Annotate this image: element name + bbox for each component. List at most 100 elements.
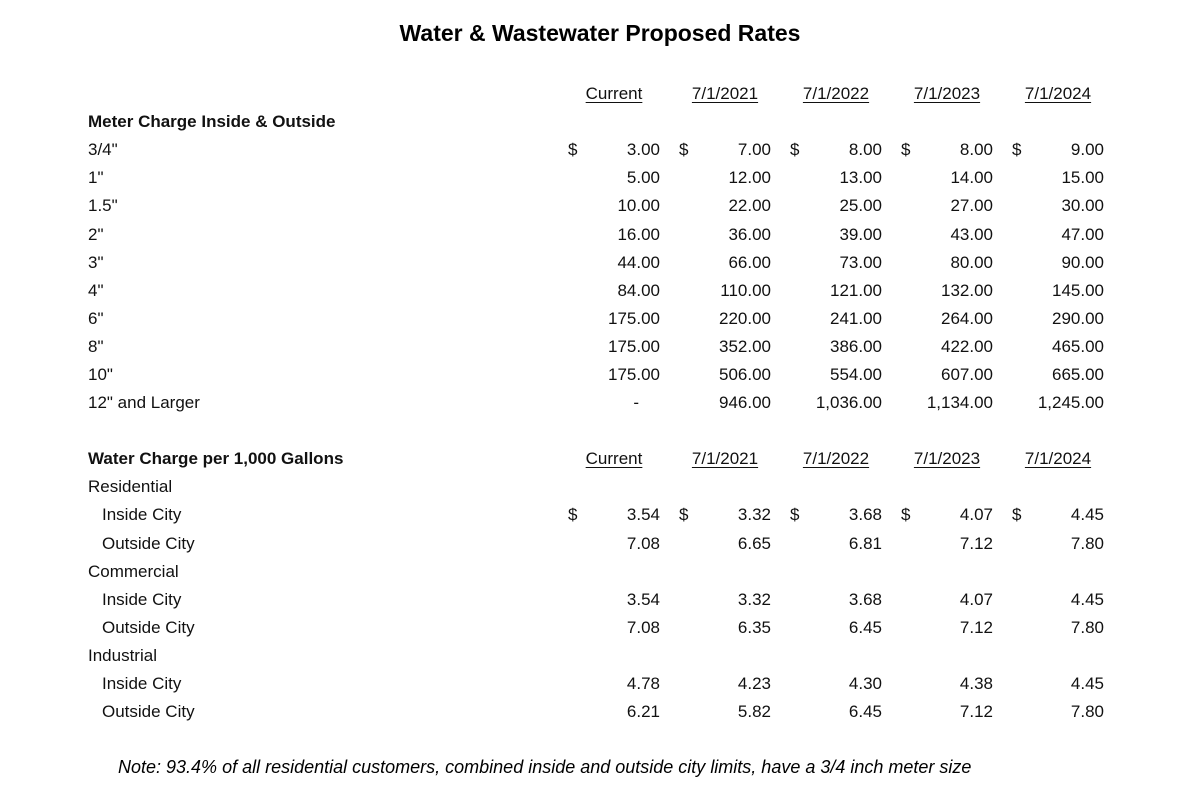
column-header-cell: 7/1/2021	[679, 449, 790, 469]
table-row: Inside City 4.78 4.23 4.30 4.38 4.45	[88, 670, 1123, 698]
value-cell: $4.07	[901, 505, 1012, 525]
value-cell: $4.45	[1012, 505, 1123, 525]
cell-value: 4.78	[626, 674, 660, 694]
cell-value: 73.00	[839, 252, 882, 272]
cell-value: 8.00	[848, 140, 882, 160]
column-header-cell: 7/1/2022	[790, 84, 901, 104]
value-cell: 241.00	[790, 309, 901, 329]
cell-value: 3.32	[737, 589, 771, 609]
value-cell: 80.00	[901, 253, 1012, 273]
value-cell: 16.00	[568, 225, 679, 245]
value-cell: 4.38	[901, 674, 1012, 694]
value-cell: $3.00	[568, 140, 679, 160]
cell-value: 7.12	[959, 702, 993, 722]
table-row: Commercial	[88, 558, 1123, 586]
column-header: 7/1/2022	[802, 449, 870, 469]
value-cell: 12.00	[679, 168, 790, 188]
value-cell: 14.00	[901, 168, 1012, 188]
cell-value: 13.00	[839, 168, 882, 188]
dollar-sign: $	[790, 505, 800, 525]
dollar-sign: $	[568, 505, 578, 525]
cell-value: 352.00	[719, 336, 771, 356]
cell-value: 27.00	[950, 196, 993, 216]
value-cell: 84.00	[568, 281, 679, 301]
cell-value: 14.00	[950, 168, 993, 188]
value-cell: 6.45	[790, 702, 901, 722]
column-header-cell: 7/1/2024	[1012, 84, 1123, 104]
section-label: Water Charge per 1,000 Gallons	[88, 449, 344, 469]
column-header-row: Current 7/1/2021 7/1/2022 7/1/2023 7/1/2024	[88, 80, 1123, 108]
cell-value: 506.00	[719, 364, 771, 384]
cell-value: 90.00	[1061, 252, 1104, 272]
cell-value: 4.07	[959, 589, 993, 609]
cell-value: 3.54	[626, 589, 660, 609]
value-cell: 6.81	[790, 534, 901, 554]
row-label: Inside City	[102, 674, 182, 694]
value-cell: 422.00	[901, 337, 1012, 357]
cell-value: 4.45	[1070, 589, 1104, 609]
value-cell: 946.00	[679, 393, 790, 413]
cell-value: 422.00	[941, 336, 993, 356]
cell-value: 44.00	[617, 252, 660, 272]
dollar-sign: $	[568, 140, 578, 160]
table-row: Residential	[88, 473, 1123, 501]
cell-value: 110.00	[720, 280, 771, 300]
value-cell: 121.00	[790, 281, 901, 301]
table-row: 6" 175.00 220.00 241.00 264.00 290.00	[88, 305, 1123, 333]
cell-value: 175.00	[608, 364, 660, 384]
cell-value: 7.00	[737, 140, 771, 160]
column-header-row: Water Charge per 1,000 Gallons Current 7/1…	[88, 445, 1123, 473]
value-cell: 145.00	[1012, 281, 1123, 301]
cell-value: 1,245.00	[1037, 393, 1104, 413]
value-cell: 5.00	[568, 168, 679, 188]
footnote: Note: 93.4% of all residential customers…	[118, 757, 972, 777]
cell-value: 7.80	[1070, 533, 1104, 553]
table-row: Outside City 6.21 5.82 6.45 7.12 7.80	[88, 698, 1123, 726]
table-row: 10" 175.00 506.00 554.00 607.00 665.00	[88, 361, 1123, 389]
value-cell: 6.45	[790, 618, 901, 638]
cell-value: 4.07	[959, 505, 993, 525]
cell-value: 554.00	[830, 364, 882, 384]
value-cell: 43.00	[901, 225, 1012, 245]
value-cell: $9.00	[1012, 140, 1123, 160]
cell-value: 386.00	[830, 336, 882, 356]
cell-value: 665.00	[1052, 364, 1104, 384]
table-row: 4" 84.00 110.00 121.00 132.00 145.00	[88, 277, 1123, 305]
cell-value: 175.00	[608, 336, 660, 356]
table-row: 1.5" 10.00 22.00 25.00 27.00 30.00	[88, 192, 1123, 220]
column-header: 7/1/2024	[1024, 449, 1092, 469]
value-cell: 27.00	[901, 196, 1012, 216]
value-cell: 132.00	[901, 281, 1012, 301]
cell-value: 9.00	[1070, 140, 1104, 160]
table-row: 1" 5.00 12.00 13.00 14.00 15.00	[88, 164, 1123, 192]
value-cell: 15.00	[1012, 168, 1123, 188]
row-label: 2"	[88, 224, 104, 244]
cell-value: 175.00	[608, 308, 660, 328]
value-cell: 30.00	[1012, 196, 1123, 216]
value-cell: -	[568, 393, 679, 413]
cell-value: 4.45	[1070, 674, 1104, 694]
value-cell: 13.00	[790, 168, 901, 188]
cell-value: 3.68	[848, 589, 882, 609]
value-cell: 386.00	[790, 337, 901, 357]
value-cell: $8.00	[901, 140, 1012, 160]
cell-value: 7.12	[959, 533, 993, 553]
cell-value: 39.00	[839, 224, 882, 244]
page-title: Water & Wastewater Proposed Rates	[399, 20, 801, 46]
value-cell: 665.00	[1012, 365, 1123, 385]
cell-value: 4.23	[737, 674, 771, 694]
dollar-sign: $	[1012, 140, 1022, 160]
cell-value: 8.00	[959, 140, 993, 160]
column-header-cell: 7/1/2021	[679, 84, 790, 104]
table-row: Outside City 7.08 6.35 6.45 7.12 7.80	[88, 614, 1123, 642]
row-label: 1"	[88, 168, 104, 188]
cell-value: 1,036.00	[815, 393, 882, 413]
value-cell: 44.00	[568, 253, 679, 273]
section-label: Meter Charge Inside & Outside	[88, 112, 336, 132]
value-cell: 352.00	[679, 337, 790, 357]
value-cell: $3.54	[568, 505, 679, 525]
cell-value: 5.82	[737, 702, 771, 722]
cell-value: 4.30	[848, 674, 882, 694]
column-header: 7/1/2021	[691, 449, 759, 469]
cell-value: 264.00	[941, 308, 993, 328]
